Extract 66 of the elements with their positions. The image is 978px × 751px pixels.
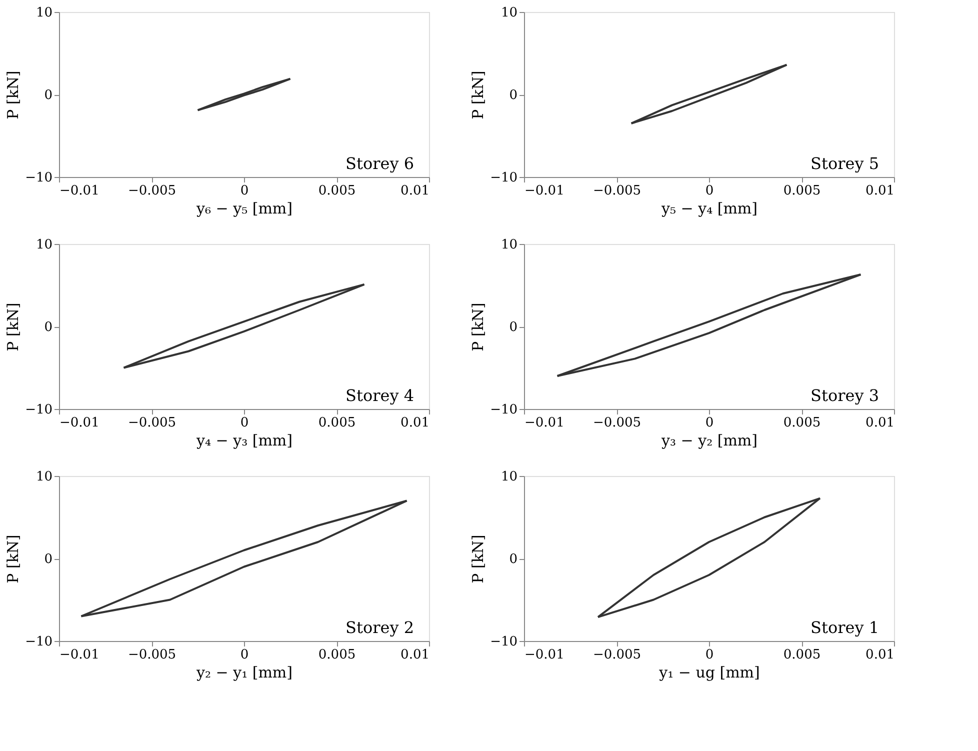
y-axis-title: P [kN] [4, 534, 22, 584]
x-tick-label: −0.005 [592, 416, 642, 430]
y-tick-label: 0 [509, 320, 518, 335]
y-tick-label: 10 [500, 238, 518, 252]
x-tick-label: −0.005 [128, 184, 176, 198]
x-tick-label: −0.01 [524, 648, 564, 662]
y-axis-title: P [kN] [469, 534, 488, 584]
x-tick-label: 0 [240, 184, 249, 198]
y-tick-label: 0 [509, 552, 518, 567]
x-axis-title: y₆ − y₅ [mm] [196, 200, 292, 218]
x-tick-label: −0.01 [524, 416, 564, 430]
y-axis-title: P [kN] [469, 70, 488, 120]
x-tick-label: 0 [705, 184, 714, 198]
annotation: Storey 2 [346, 618, 414, 637]
x-axis-title: y₃ − y₂ [mm] [660, 432, 758, 450]
y-axis-title: P [kN] [469, 302, 488, 352]
x-tick-label: 0.01 [400, 416, 430, 430]
y-tick-label: 10 [36, 6, 52, 20]
y-tick-label: −10 [490, 402, 518, 418]
y-tick-label: 10 [36, 470, 52, 484]
y-tick-label: −10 [25, 634, 52, 650]
x-axis-title: y₄ − y₃ [mm] [196, 432, 292, 450]
y-tick-label: 0 [44, 552, 52, 567]
x-tick-label: −0.005 [592, 648, 642, 662]
x-tick-label: 0 [240, 648, 249, 662]
annotation: Storey 4 [346, 386, 414, 405]
y-tick-label: −10 [490, 170, 518, 186]
x-tick-label: 0.01 [866, 416, 894, 430]
y-tick-label: 10 [36, 238, 52, 252]
x-axis-title: y₅ − y₄ [mm] [660, 200, 758, 218]
x-tick-label: −0.01 [60, 416, 100, 430]
x-tick-label: 0.005 [318, 416, 356, 430]
annotation: Storey 1 [810, 618, 879, 637]
y-tick-label: −10 [25, 170, 52, 186]
x-tick-label: 0 [240, 416, 249, 430]
y-tick-label: 0 [509, 88, 518, 103]
x-tick-label: −0.005 [128, 416, 176, 430]
x-tick-label: 0.005 [318, 648, 356, 662]
x-tick-label: 0.01 [400, 648, 430, 662]
x-tick-label: 0.005 [783, 416, 821, 430]
x-tick-label: 0.005 [318, 184, 356, 198]
x-tick-label: −0.005 [592, 184, 642, 198]
x-tick-label: 0.01 [400, 184, 430, 198]
x-tick-label: 0.005 [783, 184, 821, 198]
y-tick-label: 0 [44, 320, 52, 335]
x-tick-label: 0 [705, 416, 714, 430]
x-tick-label: −0.01 [60, 184, 100, 198]
x-tick-label: 0.005 [783, 648, 821, 662]
x-tick-label: 0.01 [866, 184, 894, 198]
y-tick-label: 10 [500, 470, 518, 484]
annotation: Storey 3 [810, 386, 879, 405]
x-tick-label: 0 [705, 648, 714, 662]
x-axis-title: y₂ − y₁ [mm] [196, 664, 292, 682]
y-axis-title: P [kN] [4, 302, 22, 352]
x-tick-label: −0.005 [128, 648, 176, 662]
x-tick-label: 0.01 [866, 648, 894, 662]
annotation: Storey 6 [346, 154, 414, 173]
x-axis-title: y₁ − ug [mm] [658, 664, 760, 682]
x-tick-label: −0.01 [60, 648, 100, 662]
y-tick-label: −10 [490, 634, 518, 650]
y-tick-label: −10 [25, 402, 52, 418]
y-axis-title: P [kN] [4, 70, 22, 120]
annotation: Storey 5 [810, 154, 879, 173]
y-tick-label: 10 [500, 6, 518, 20]
x-tick-label: −0.01 [524, 184, 564, 198]
y-tick-label: 0 [44, 88, 52, 103]
